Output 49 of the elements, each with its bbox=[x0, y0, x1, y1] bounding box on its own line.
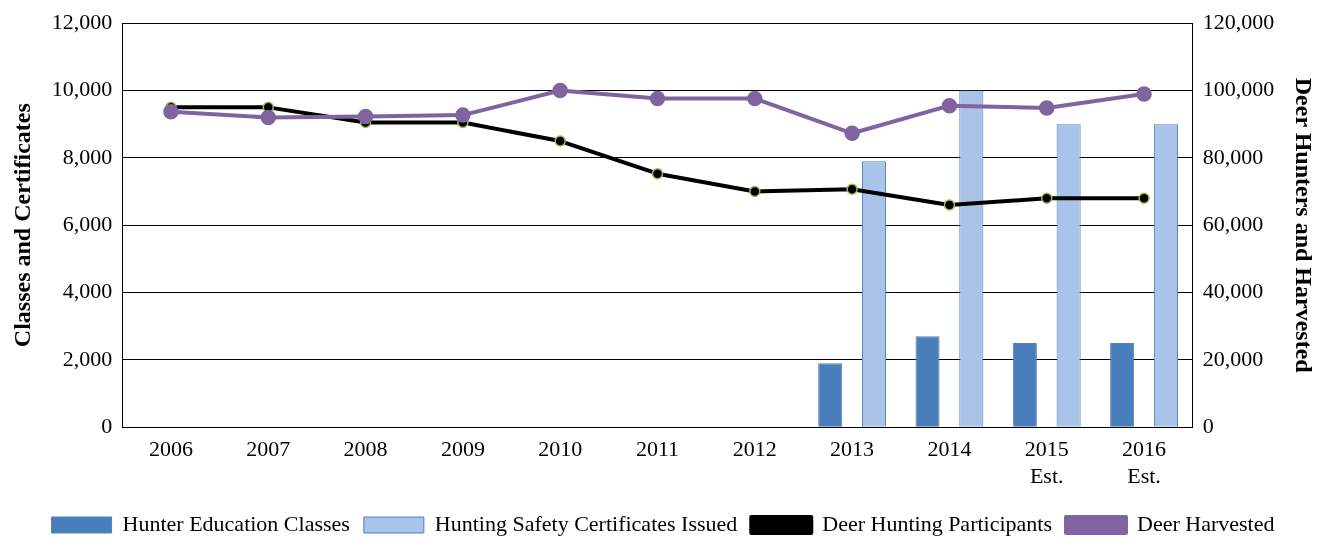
x-tick-label: 2012 bbox=[732, 436, 777, 462]
point bbox=[455, 107, 471, 123]
y-tick-label: 10,000 bbox=[51, 76, 113, 102]
point bbox=[943, 199, 956, 211]
legend-label: Hunting Safety Certificates Issued bbox=[434, 510, 738, 536]
x-tick-label: 2007 bbox=[246, 436, 291, 462]
x-tick-label: 2009 bbox=[440, 436, 485, 462]
y-tick-label: 12,000 bbox=[51, 8, 113, 34]
point bbox=[1136, 86, 1152, 102]
y-tick-label: 2,000 bbox=[62, 345, 113, 371]
y-axis-title: Classes and Certificates bbox=[8, 103, 35, 348]
point bbox=[552, 82, 568, 99]
x-tick-label: 2013 bbox=[830, 436, 875, 462]
legend-label: Deer Harvested bbox=[1137, 510, 1275, 536]
y-tick-label: 8,000 bbox=[62, 143, 113, 169]
x-tick-label: 2016 Est. bbox=[1122, 436, 1167, 488]
legend-label: Deer Hunting Participants bbox=[822, 510, 1053, 536]
x-tick-label: 2015 Est. bbox=[1024, 436, 1069, 488]
y-tick-label: 0 bbox=[101, 412, 113, 438]
point bbox=[554, 135, 566, 147]
y2-axis-title: Deer Hunters and Harvested bbox=[1291, 77, 1318, 374]
y2-tick-label: 40,000 bbox=[1202, 278, 1264, 304]
point bbox=[1038, 100, 1055, 116]
y-tick-label: 6,000 bbox=[62, 210, 113, 236]
y2-tick-label: 0 bbox=[1202, 412, 1214, 438]
y2-tick-label: 20,000 bbox=[1202, 345, 1264, 371]
point bbox=[1040, 192, 1053, 205]
point bbox=[1138, 192, 1150, 205]
x-tick-label: 2014 bbox=[927, 436, 972, 462]
point bbox=[747, 90, 763, 107]
y-tick-label: 4,000 bbox=[62, 278, 113, 304]
y2-tick-label: 120,000 bbox=[1202, 8, 1275, 34]
point bbox=[163, 103, 179, 120]
x-tick-label: 2008 bbox=[343, 436, 388, 462]
point bbox=[844, 125, 860, 142]
point bbox=[649, 90, 666, 107]
point bbox=[941, 97, 958, 114]
y2-tick-label: 60,000 bbox=[1202, 210, 1264, 236]
point bbox=[846, 183, 858, 195]
legend-label: Hunter Education Classes bbox=[122, 510, 350, 536]
point bbox=[260, 109, 277, 126]
y2-tick-label: 100,000 bbox=[1202, 76, 1275, 102]
point bbox=[357, 108, 374, 125]
y2-tick-label: 80,000 bbox=[1202, 143, 1264, 169]
x-tick-label: 2011 bbox=[635, 436, 680, 462]
point bbox=[651, 167, 664, 180]
x-tick-label: 2010 bbox=[538, 436, 583, 462]
x-tick-label: 2006 bbox=[148, 436, 193, 462]
point bbox=[749, 185, 761, 198]
